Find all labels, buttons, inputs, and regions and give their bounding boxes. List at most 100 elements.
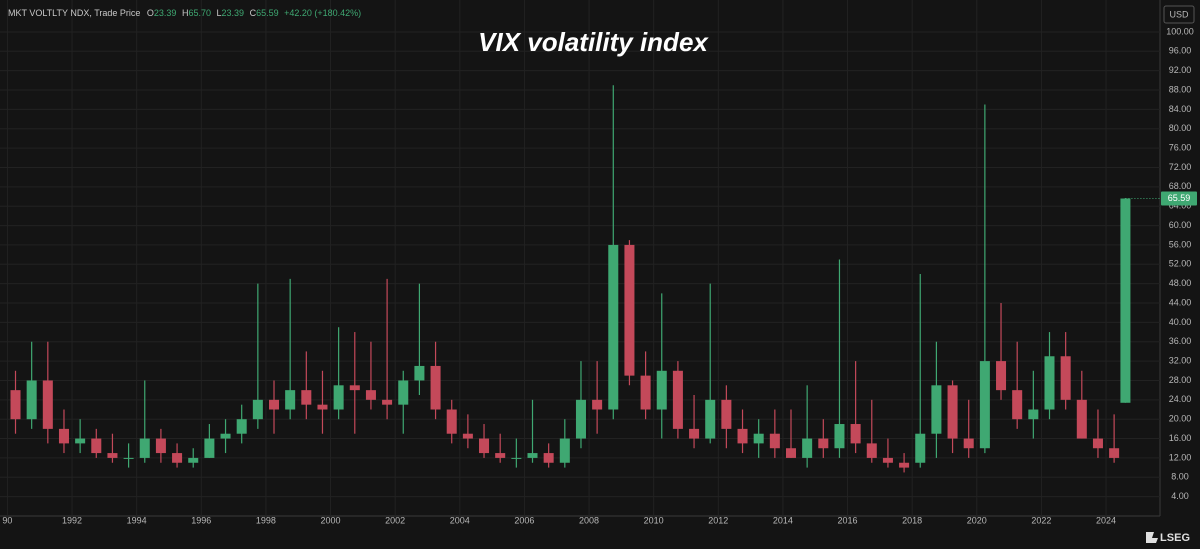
candle-body	[656, 370, 667, 410]
candle-body	[608, 244, 619, 410]
y-tick-label: 40.00	[1169, 317, 1192, 327]
x-tick-label: 2012	[708, 515, 728, 525]
candle-body	[753, 433, 764, 444]
candle-body	[866, 443, 877, 458]
candle-body	[882, 457, 893, 463]
x-tick-label: 2002	[385, 515, 405, 525]
candle-body	[915, 433, 926, 463]
candle-body	[575, 399, 586, 439]
candle-body	[947, 385, 958, 439]
candle-body	[398, 380, 409, 405]
candle-body	[802, 438, 813, 458]
candle-body	[75, 438, 86, 444]
candle-body	[1109, 448, 1120, 458]
y-tick-label: 44.00	[1169, 297, 1192, 307]
candle-body	[317, 404, 328, 410]
symbol: MKT VOLTLTY NDX, Trade Price	[8, 8, 140, 18]
candle-body	[107, 453, 118, 458]
candle-body	[931, 385, 942, 434]
candle-body	[285, 390, 296, 410]
candle-body	[26, 380, 37, 420]
y-tick-label: 76.00	[1169, 142, 1192, 152]
x-tick-label: 2014	[773, 515, 793, 525]
candle-body	[430, 365, 441, 410]
candle-body	[769, 433, 780, 449]
x-tick-label: 2010	[644, 515, 664, 525]
x-tick-label: 1998	[256, 515, 276, 525]
candle-body	[559, 438, 570, 463]
candle-body	[721, 399, 732, 429]
y-tick-label: 68.00	[1169, 181, 1192, 191]
y-tick-label: 4.00	[1171, 491, 1189, 501]
candle-body	[495, 453, 506, 458]
close-label: C	[250, 8, 257, 18]
x-tick-label: 2022	[1031, 515, 1051, 525]
candle-body	[349, 385, 360, 391]
x-tick-label: 2006	[514, 515, 534, 525]
y-tick-label: 12.00	[1169, 452, 1192, 462]
candle-body	[123, 457, 134, 459]
candle-body	[301, 390, 312, 405]
high-label: H	[182, 8, 189, 18]
candle-body	[365, 390, 376, 400]
candle-body	[1044, 356, 1055, 410]
candle-body	[42, 380, 53, 429]
open-value: 23.39	[154, 8, 177, 18]
candle-body	[58, 428, 69, 444]
candle-body	[268, 399, 280, 410]
x-tick-label: 2008	[579, 515, 599, 525]
candle-body	[996, 361, 1007, 391]
candle-body	[1028, 409, 1039, 420]
y-tick-label: 28.00	[1169, 375, 1192, 385]
y-tick-label: 16.00	[1169, 433, 1192, 443]
y-tick-label: 64.00	[1169, 201, 1192, 211]
y-tick-label: 8.00	[1171, 472, 1189, 482]
y-tick-label: 72.00	[1169, 162, 1192, 172]
x-tick-label: 1996	[191, 515, 211, 525]
candle-body	[1060, 356, 1071, 400]
candle-body	[414, 365, 425, 381]
candle-body	[220, 433, 231, 439]
candle-body	[640, 375, 651, 410]
candle-body	[252, 399, 263, 420]
y-tick-label: 20.00	[1169, 414, 1192, 424]
close-value: 65.59	[256, 8, 279, 18]
low-value: 23.39	[222, 8, 245, 18]
candle-body	[672, 370, 683, 429]
x-tick-label: 2016	[838, 515, 858, 525]
currency[interactable]: USD	[1169, 9, 1189, 19]
candle-body	[139, 438, 150, 458]
candle-body	[188, 457, 199, 463]
brand: LSEG	[1160, 532, 1190, 544]
candle-body	[850, 424, 861, 444]
change-value: +42.20 (+180.42%)	[284, 8, 361, 18]
x-tick-label: 2020	[967, 515, 987, 525]
y-tick-label: 36.00	[1169, 336, 1192, 346]
candle-body	[705, 399, 716, 439]
y-tick-label: 32.00	[1169, 355, 1192, 365]
candle-body	[10, 390, 21, 420]
x-tick-label: 90	[2, 515, 12, 525]
y-tick-label: 88.00	[1169, 84, 1192, 94]
candle-body	[172, 453, 183, 463]
currency-box[interactable]	[1163, 5, 1195, 24]
candle-body	[91, 438, 102, 454]
candle-body	[1092, 438, 1103, 449]
candle-body	[689, 428, 700, 439]
candle-body	[236, 419, 247, 434]
y-tick-label: 80.00	[1169, 123, 1192, 133]
y-tick-label: 24.00	[1169, 394, 1192, 404]
candle-body	[818, 438, 829, 449]
candle-body	[979, 361, 990, 449]
candle-body	[785, 448, 797, 458]
candle-body	[834, 424, 845, 449]
candle-body	[963, 438, 974, 449]
y-tick-label: 100.00	[1166, 26, 1194, 36]
x-tick-label: 2000	[321, 515, 341, 525]
candle-body	[1012, 390, 1023, 420]
candle-body	[527, 453, 538, 458]
high-value: 65.70	[188, 8, 211, 18]
candle-body	[1120, 198, 1131, 403]
y-tick-label: 60.00	[1169, 220, 1192, 230]
brand-logo	[1146, 532, 1158, 543]
